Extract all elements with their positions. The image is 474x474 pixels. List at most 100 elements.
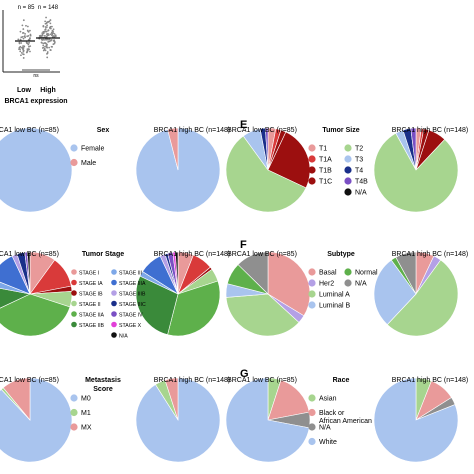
dot-low [29, 37, 31, 39]
legend-label-5-1: African American [319, 418, 372, 425]
legend-label-1-1: T1A [319, 156, 332, 163]
pie-low-title-3: BRCA1 low BC (n=85) [227, 251, 297, 258]
ns-label: ns [33, 73, 39, 79]
pie-low-5-slice-3 [225, 377, 310, 463]
dot-high [45, 44, 48, 47]
dot-high [47, 29, 50, 32]
dot-low [24, 36, 27, 39]
panel-letter-f: F [240, 239, 247, 251]
legend-swatch-2-2 [71, 290, 77, 296]
legend-swatch-2-6 [111, 269, 117, 275]
dot-high [39, 35, 42, 38]
dot-low [24, 32, 26, 35]
dot-high [48, 20, 51, 23]
pie-low-title-0: BRCA1 low BC (n=85) [0, 127, 59, 134]
dot-low [26, 25, 29, 28]
legend-swatch-2-0 [71, 269, 77, 275]
legend-swatch-2-8 [111, 290, 117, 296]
legend-label-5-2: N/A [319, 424, 331, 431]
legend-label-0-1: Male [81, 160, 96, 167]
legend-label-2-9: STAGE IIIC [119, 302, 146, 308]
legend-swatch-1-5 [344, 155, 352, 163]
dot-low [22, 37, 25, 40]
pie-low-title-5: BRCA1 low BC (n=85) [227, 377, 297, 384]
dot-high [47, 21, 49, 23]
pie-low-title-2: BRCA1 low BC (n=85) [0, 251, 59, 258]
dot-low [25, 41, 28, 44]
panel-title-3: Subtype [327, 251, 355, 258]
dot-high [50, 38, 53, 41]
panel-title-4: Score [93, 386, 113, 393]
pie-panel-4: BRCA1 low BC (n=85) BRCA1 high BC (n=148)… [0, 377, 230, 463]
panel-title-0: Sex [97, 127, 110, 134]
dot-high [42, 46, 45, 49]
pie-panel-0: BRCA1 low BC (n=85) BRCA1 high BC (n=148)… [0, 127, 230, 213]
legend-label-5-3: White [319, 439, 337, 446]
dot-high [43, 48, 46, 51]
dot-high [46, 24, 48, 27]
pie-high-title-0: BRCA1 high BC (n=148) [154, 127, 230, 134]
pie-high-2-slice-5 [135, 275, 179, 336]
pie-high-title-2: BRCA1 high BC (n=148) [154, 251, 230, 258]
legend-label-3-1: Her2 [319, 280, 334, 287]
pie-high-3-slice-3 [373, 259, 417, 326]
legend-label-2-5: STAGE IIB [79, 323, 105, 329]
dot-low [29, 50, 31, 53]
pie-low-title-4: BRCA1 low BC (n=85) [0, 377, 59, 384]
legend-label-2-11: STAGE X [119, 323, 142, 329]
legend-label-2-7: STAGE IIIA [119, 281, 146, 287]
dot-high [46, 51, 49, 53]
legend-label-1-8: N/A [355, 189, 367, 196]
legend-swatch-2-5 [71, 321, 77, 328]
dot-high [49, 25, 52, 28]
legend-label-5-1: Black or [319, 410, 345, 417]
dot-low [22, 57, 25, 59]
legend-label-2-6: STAGE III [119, 270, 142, 276]
legend-swatch-3-0 [308, 268, 316, 276]
legend-label-4-2: MX [81, 424, 92, 431]
dot-low [22, 31, 25, 34]
dot-high [50, 45, 53, 48]
dot-high [44, 26, 47, 28]
n-low-label: n = 85 [18, 5, 36, 11]
dots-low-group [17, 19, 32, 59]
legend-label-2-12: N/A [119, 333, 128, 339]
dot-low [20, 42, 23, 44]
category-high-label: High [40, 87, 56, 94]
legend-swatch-2-12 [111, 332, 117, 338]
legend-swatch-1-8 [344, 188, 352, 196]
legend-swatch-1-0 [308, 144, 316, 152]
pie-low-0-slice-0 [0, 127, 73, 213]
legend-swatch-3-2 [308, 290, 316, 298]
dot-high [41, 32, 44, 35]
pie-panel-1: BRCA1 low BC (n=85) BRCA1 high BC (n=148)… [225, 127, 468, 213]
dot-high [44, 29, 46, 31]
legend-swatch-2-9 [111, 300, 117, 307]
dot-high [53, 42, 56, 45]
pie-high-0-slice-1 [167, 127, 179, 171]
panel-brca1-expression: n = 85 n = 148 ns Low High BRCA1 express… [2, 5, 68, 105]
panel-letter-g: G [240, 368, 249, 380]
legend-label-0-0: Female [81, 145, 104, 152]
dot-high [45, 16, 47, 19]
legend-swatch-3-1 [308, 279, 316, 287]
pie-high-3-slice-2 [386, 259, 459, 337]
dot-high [53, 35, 56, 38]
dot-high [48, 46, 51, 49]
dot-low [18, 42, 21, 45]
dot-low [20, 51, 23, 54]
dot-high [43, 38, 46, 41]
pie-panel-2: BRCA1 low BC (n=85) BRCA1 high BC (n=148)… [0, 251, 230, 339]
legend-swatch-3-3 [308, 301, 316, 309]
pie-low-1-slice-3 [267, 131, 311, 189]
dot-low [22, 19, 25, 22]
dots-high-group [38, 16, 57, 59]
dot-low [22, 48, 25, 51]
panel-title-1: Tumor Size [322, 127, 359, 134]
legend-swatch-3-5 [344, 279, 352, 287]
legend-label-3-0: Basal [319, 269, 337, 276]
legend-swatch-1-3 [308, 177, 316, 185]
dot-high [42, 44, 45, 47]
legend-swatch-2-7 [111, 279, 117, 286]
legend-label-2-3: STAGE II [79, 302, 101, 308]
